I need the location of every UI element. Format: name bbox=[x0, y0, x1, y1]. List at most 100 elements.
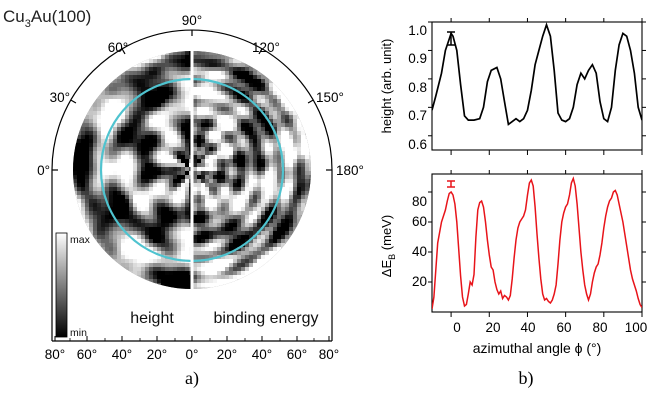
map-cell bbox=[101, 163, 106, 168]
map-cell bbox=[169, 207, 174, 212]
map-cell bbox=[217, 211, 222, 216]
map-cell bbox=[225, 171, 230, 176]
map-cell bbox=[97, 219, 102, 224]
map-cell bbox=[241, 119, 246, 124]
map-cell bbox=[213, 75, 218, 80]
map-cell bbox=[105, 99, 110, 104]
map-cell bbox=[181, 75, 186, 80]
map-cell bbox=[249, 167, 254, 172]
map-cell bbox=[137, 163, 142, 168]
map-cell bbox=[105, 179, 110, 184]
map-cell bbox=[193, 127, 198, 132]
map-cell bbox=[213, 127, 218, 132]
map-cell bbox=[165, 271, 170, 276]
map-cell bbox=[161, 91, 166, 96]
map-cell bbox=[145, 259, 150, 264]
map-cell bbox=[137, 251, 142, 256]
map-cell bbox=[89, 175, 94, 180]
map-cell bbox=[185, 95, 190, 100]
map-cell bbox=[125, 263, 130, 268]
map-cell bbox=[237, 203, 242, 208]
map-cell bbox=[137, 267, 142, 272]
map-cell bbox=[297, 211, 302, 216]
map-cell bbox=[289, 111, 294, 116]
map-cell bbox=[233, 59, 238, 64]
map-cell bbox=[117, 219, 122, 224]
map-cell bbox=[93, 151, 98, 156]
map-cell bbox=[269, 147, 274, 152]
map-cell bbox=[289, 151, 294, 156]
map-cell bbox=[209, 55, 214, 60]
map-cell bbox=[241, 99, 246, 104]
map-cell bbox=[301, 171, 306, 176]
map-cell bbox=[161, 227, 166, 232]
map-cell bbox=[121, 219, 126, 224]
map-cell bbox=[161, 207, 166, 212]
map-cell bbox=[229, 179, 234, 184]
map-cell bbox=[297, 163, 302, 168]
map-cell bbox=[145, 195, 150, 200]
map-cell bbox=[221, 151, 226, 156]
map-cell bbox=[181, 179, 186, 184]
map-cell bbox=[141, 119, 146, 124]
map-cell bbox=[153, 247, 158, 252]
map-cell bbox=[169, 279, 174, 284]
map-cell bbox=[301, 203, 306, 208]
map-cell bbox=[209, 99, 214, 104]
map-cell bbox=[101, 123, 106, 128]
map-cell bbox=[173, 195, 178, 200]
map-cell bbox=[245, 151, 250, 156]
map-cell bbox=[257, 111, 262, 116]
map-cell bbox=[261, 247, 266, 252]
map-cell bbox=[181, 127, 186, 132]
map-cell bbox=[193, 171, 198, 176]
map-cell bbox=[225, 187, 230, 192]
map-cell bbox=[217, 91, 222, 96]
map-cell bbox=[109, 167, 114, 172]
map-cell bbox=[137, 71, 142, 76]
map-cell bbox=[145, 55, 150, 60]
map-cell bbox=[97, 123, 102, 128]
map-cell bbox=[209, 103, 214, 108]
map-cell bbox=[269, 111, 274, 116]
map-cell bbox=[193, 143, 198, 148]
map-cell bbox=[217, 203, 222, 208]
map-cell bbox=[133, 199, 138, 204]
map-cell bbox=[237, 63, 242, 68]
map-cell bbox=[253, 163, 258, 168]
map-cell bbox=[233, 271, 238, 276]
map-cell bbox=[161, 223, 166, 228]
map-cell bbox=[161, 131, 166, 136]
map-cell bbox=[221, 227, 226, 232]
map-cell bbox=[249, 163, 254, 168]
map-cell bbox=[149, 143, 154, 148]
map-cell bbox=[181, 59, 186, 64]
map-cell bbox=[205, 175, 210, 180]
map-cell bbox=[241, 171, 246, 176]
map-cell bbox=[297, 127, 302, 132]
map-cell bbox=[149, 111, 154, 116]
map-cell bbox=[281, 183, 286, 188]
map-cell bbox=[205, 163, 210, 168]
map-cell bbox=[77, 123, 82, 128]
map-cell bbox=[265, 231, 270, 236]
map-cell bbox=[237, 187, 242, 192]
map-cell bbox=[305, 151, 310, 156]
map-cell bbox=[293, 115, 298, 120]
map-cell bbox=[73, 195, 78, 200]
map-cell bbox=[129, 163, 134, 168]
map-cell bbox=[269, 155, 274, 160]
map-cell bbox=[225, 79, 230, 84]
map-cell bbox=[157, 111, 162, 116]
map-cell bbox=[101, 87, 106, 92]
map-cell bbox=[89, 215, 94, 220]
map-cell bbox=[161, 155, 166, 160]
map-cell bbox=[277, 91, 282, 96]
map-cell bbox=[161, 163, 166, 168]
map-cell bbox=[165, 123, 170, 128]
map-cell bbox=[105, 211, 110, 216]
map-cell bbox=[137, 123, 142, 128]
map-cell bbox=[173, 207, 178, 212]
map-cell bbox=[237, 151, 242, 156]
map-cell bbox=[285, 99, 290, 104]
